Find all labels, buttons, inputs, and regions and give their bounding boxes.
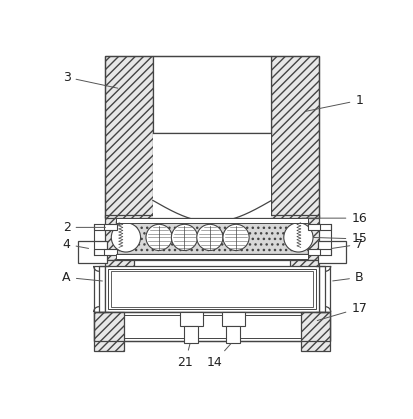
Bar — [152, 133, 271, 218]
Bar — [94, 312, 329, 341]
Circle shape — [283, 223, 312, 252]
Bar — [271, 57, 318, 218]
Bar — [289, 260, 318, 321]
Text: A: A — [62, 271, 102, 284]
Bar — [105, 57, 318, 218]
Bar — [105, 215, 318, 260]
Text: 4: 4 — [62, 238, 88, 251]
Text: 15: 15 — [313, 233, 366, 246]
Bar — [317, 241, 345, 263]
Bar — [116, 218, 308, 223]
Text: 2: 2 — [62, 221, 105, 234]
Text: 1: 1 — [305, 94, 362, 111]
Bar — [307, 224, 330, 230]
Text: 17: 17 — [316, 302, 366, 321]
Text: 14: 14 — [206, 344, 230, 369]
Bar — [100, 315, 323, 338]
Text: 7: 7 — [330, 238, 362, 251]
Circle shape — [223, 224, 249, 251]
Bar — [93, 249, 116, 255]
Circle shape — [171, 224, 197, 251]
Bar — [111, 271, 312, 307]
Bar — [225, 326, 239, 343]
Bar — [78, 241, 107, 263]
Bar — [105, 266, 318, 312]
Bar — [105, 260, 134, 321]
Bar — [105, 57, 152, 218]
Bar — [183, 326, 197, 343]
Bar — [108, 269, 316, 309]
Bar — [116, 253, 308, 259]
Circle shape — [111, 223, 140, 252]
Bar — [116, 221, 308, 253]
Bar — [152, 57, 271, 133]
Bar — [116, 221, 308, 253]
Bar — [179, 312, 202, 326]
Text: 16: 16 — [301, 212, 366, 225]
Bar — [222, 312, 244, 326]
Bar — [307, 249, 330, 255]
Text: 21: 21 — [177, 344, 192, 369]
Bar — [93, 224, 116, 230]
Bar — [94, 312, 123, 351]
Bar — [94, 312, 329, 341]
Circle shape — [146, 224, 172, 251]
Text: B: B — [332, 271, 363, 284]
Circle shape — [196, 224, 223, 251]
Text: 3: 3 — [62, 71, 118, 88]
Bar — [300, 312, 329, 351]
